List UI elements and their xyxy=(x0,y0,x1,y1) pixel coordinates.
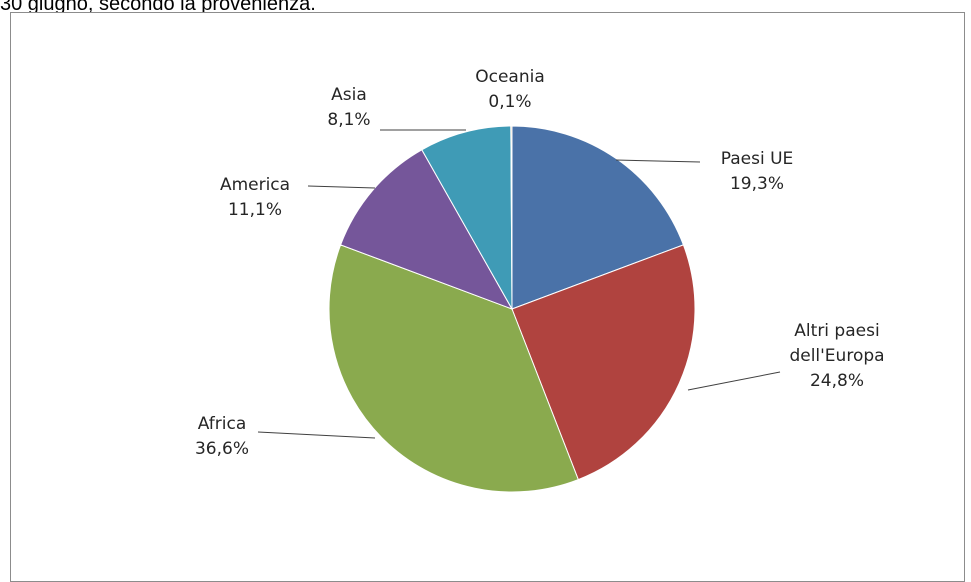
pie-slice-africa xyxy=(328,244,579,493)
data-label-oceania: Oceania 0,1% xyxy=(475,67,545,112)
leader-line-altri-paesi-dell-europa xyxy=(687,371,781,391)
leader-lines xyxy=(257,129,781,439)
data-label-paesi-ue: Paesi UE 19,3% xyxy=(721,149,794,194)
leader-line-paesi-ue xyxy=(615,159,701,163)
pie-slice-paesi-ue xyxy=(511,125,685,310)
data-label-america: America 11,1% xyxy=(220,175,290,220)
pie-slice-asia xyxy=(421,125,513,311)
data-label-altri-paesi-dell-europa: Altri paesi dell'Europa 24,8% xyxy=(789,321,884,391)
leader-line-africa xyxy=(257,431,376,439)
chart-caption: 30 giugno, secondo la provenienza. xyxy=(0,0,316,15)
data-labels: Paesi UE 19,3% Altri paesi dell'Europa 24,8%… xyxy=(195,67,885,459)
data-label-asia: Asia 8,1% xyxy=(327,85,370,130)
data-label-africa: Africa 36,6% xyxy=(195,414,249,459)
pie-slice-america xyxy=(339,149,514,310)
leader-line-america xyxy=(307,185,376,189)
pie-slices xyxy=(328,125,696,493)
pie-slice-altri-paesi-dell-europa xyxy=(511,244,696,481)
pie-slice-oceania xyxy=(510,125,513,310)
